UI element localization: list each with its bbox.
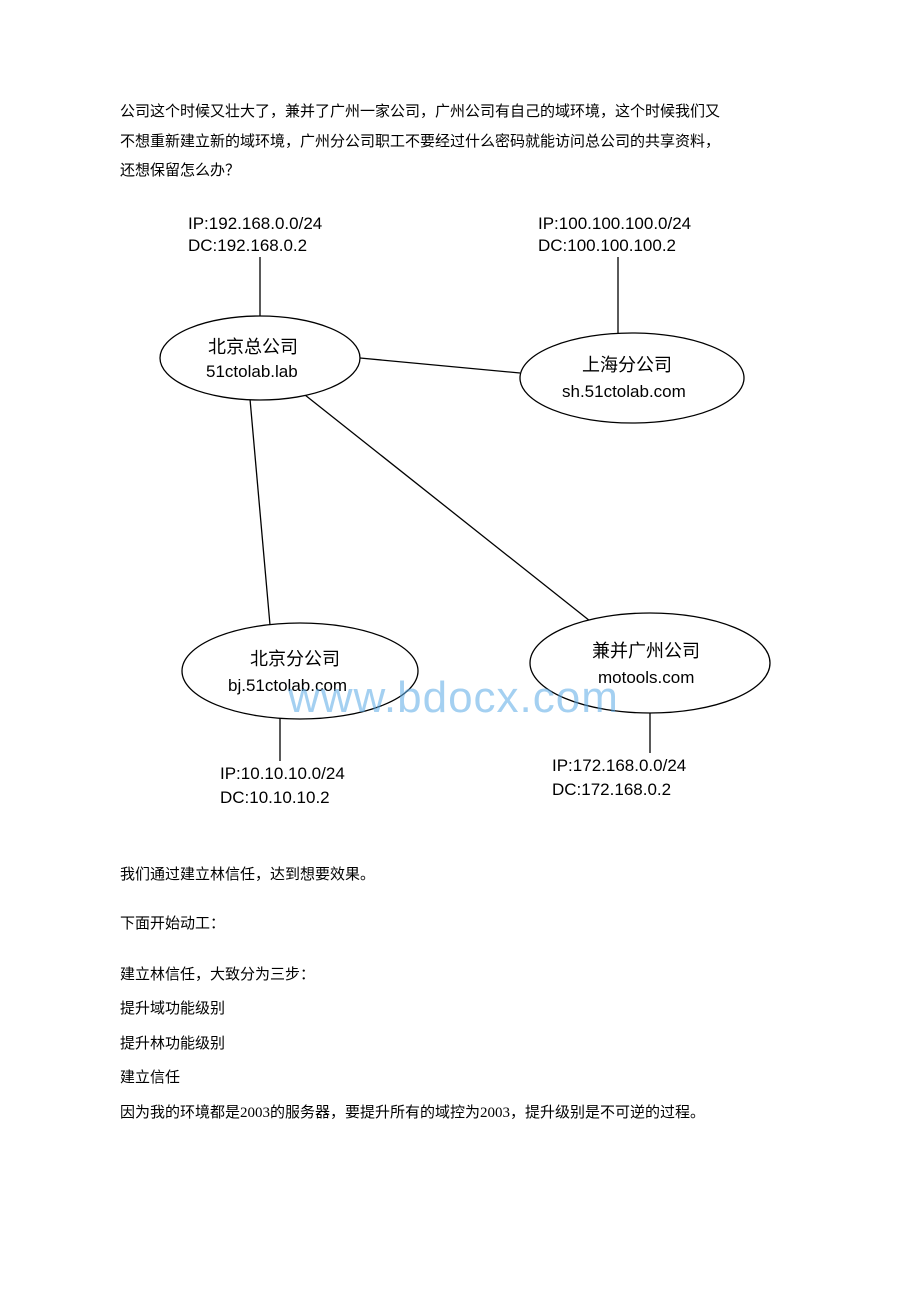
network-diagram: IP:192.168.0.0/24 DC:192.168.0.2 IP:100.… bbox=[120, 213, 800, 853]
diagram-svg bbox=[120, 213, 800, 853]
edge-bjhq-bjbranch bbox=[250, 399, 270, 625]
bjb-ip: IP:10.10.10.0/24 bbox=[220, 763, 345, 786]
bj-hq-title-en: 51ctolab.lab bbox=[206, 361, 298, 384]
intro-line-1: 公司这个时候又壮大了，兼并了广州一家公司，广州公司有自己的域环境，这个时候我们又 bbox=[120, 100, 800, 126]
gz-ip: IP:172.168.0.0/24 bbox=[552, 755, 686, 778]
sh-title-cn: 上海分公司 bbox=[582, 353, 672, 377]
intro-line-2: 不想重新建立新的域环境，广州分公司职工不要经过什么密码就能访问总公司的共享资料， bbox=[120, 130, 800, 156]
gz-dc: DC:172.168.0.2 bbox=[552, 779, 671, 802]
after-diagram-text: 我们通过建立林信任，达到想要效果。 bbox=[120, 863, 800, 889]
gz-title-en: motools.com bbox=[598, 667, 694, 690]
edge-bjhq-sh bbox=[360, 358, 520, 373]
sh-title-en: sh.51ctolab.com bbox=[562, 381, 686, 404]
bjb-title-cn: 北京分公司 bbox=[250, 647, 340, 671]
steps-intro: 建立林信任，大致分为三步： bbox=[120, 961, 800, 990]
bjb-dc: DC:10.10.10.2 bbox=[220, 787, 330, 810]
intro-line-3: 还想保留怎么办？ bbox=[120, 159, 800, 185]
step-3: 建立信任 bbox=[120, 1064, 800, 1093]
step-2: 提升林功能级别 bbox=[120, 1030, 800, 1059]
bjb-title-en: bj.51ctolab.com bbox=[228, 675, 347, 698]
steps-title: 下面开始动工： bbox=[120, 910, 800, 939]
edge-bjhq-gz bbox=[305, 395, 590, 621]
node-sh-branch bbox=[520, 333, 744, 423]
gz-title-cn: 兼并广州公司 bbox=[592, 639, 700, 663]
step-1: 提升域功能级别 bbox=[120, 995, 800, 1024]
bj-hq-title-cn: 北京总公司 bbox=[208, 335, 298, 359]
steps-note: 因为我的环境都是2003的服务器，要提升所有的域控为2003，提升级别是不可逆的… bbox=[120, 1099, 800, 1128]
